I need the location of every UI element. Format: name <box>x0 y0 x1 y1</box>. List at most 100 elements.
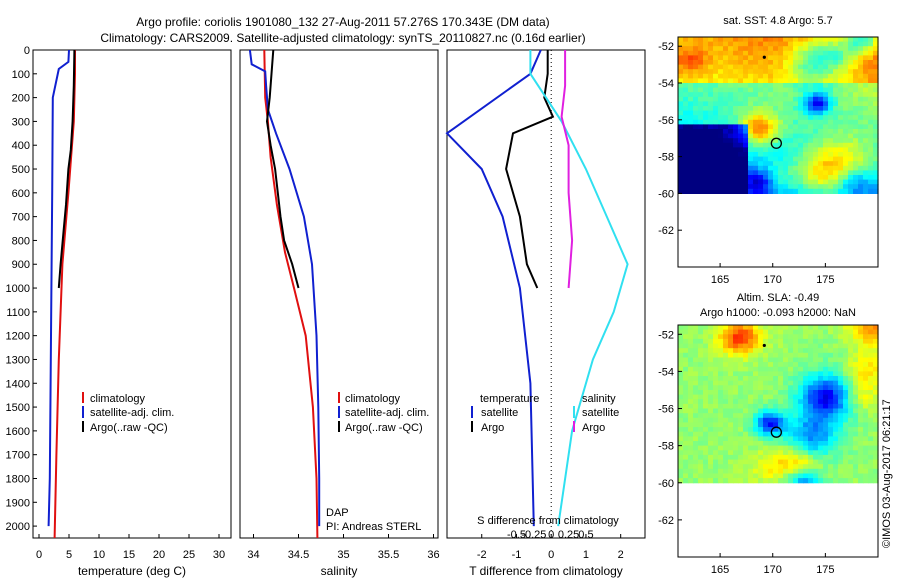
heatmap-cell <box>863 371 869 377</box>
heatmap-cell <box>793 334 799 340</box>
heatmap-cell <box>803 101 809 107</box>
heatmap-cell <box>753 366 759 372</box>
heatmap-cell <box>748 385 754 391</box>
heatmap-cell <box>873 371 879 377</box>
heatmap-cell <box>863 441 869 447</box>
heatmap-cell <box>773 110 779 116</box>
heatmap-cell <box>748 422 754 428</box>
heatmap-cell <box>848 161 854 167</box>
heatmap-cell <box>728 394 734 400</box>
heatmap-cell <box>763 69 769 75</box>
heatmap-cell <box>808 69 814 75</box>
heatmap-cell <box>738 468 744 474</box>
heatmap-cell <box>813 37 819 43</box>
heatmap-cell <box>723 73 729 79</box>
heatmap-cell <box>753 325 759 331</box>
heatmap-cell <box>703 46 709 52</box>
heatmap-cell <box>733 371 739 377</box>
heatmap-cell <box>808 41 814 47</box>
heatmap-cell <box>698 129 704 135</box>
heatmap-cell <box>858 394 864 400</box>
heatmap-cell <box>808 106 814 112</box>
heatmap-cell <box>693 385 699 391</box>
heatmap-cell <box>683 87 689 93</box>
heatmap-cell <box>738 55 744 61</box>
heatmap-cell <box>843 142 849 148</box>
heatmap-cell <box>863 399 869 405</box>
heatmap-cell <box>743 366 749 372</box>
heatmap-cell <box>803 41 809 47</box>
heatmap-cell <box>743 96 749 102</box>
heatmap-cell <box>823 179 829 185</box>
heatmap-cell <box>728 50 734 56</box>
map-y-tick-label: -56 <box>658 404 674 416</box>
heatmap-cell <box>758 147 764 153</box>
heatmap-cell <box>783 152 789 158</box>
heatmap-cell <box>778 338 784 345</box>
heatmap-cell <box>853 92 859 98</box>
heatmap-cell <box>833 459 839 465</box>
heatmap-cell <box>783 334 789 340</box>
heatmap-cell <box>713 133 719 139</box>
heatmap-cell <box>798 417 804 423</box>
heatmap-cell <box>773 441 779 447</box>
heatmap-cell <box>853 334 859 340</box>
heatmap-cell <box>818 78 824 84</box>
heatmap-cell <box>723 427 729 433</box>
heatmap-cell <box>733 124 739 130</box>
depth-tick-label: 100 <box>12 69 30 81</box>
heatmap-cell <box>818 188 824 194</box>
heatmap-cell <box>798 413 804 419</box>
heatmap-cell <box>798 362 804 368</box>
heatmap-cell <box>678 329 684 335</box>
heatmap-cell <box>843 417 849 423</box>
heatmap-cell <box>833 473 839 479</box>
heatmap-cell <box>693 96 699 102</box>
heatmap-cell <box>838 64 844 70</box>
heatmap-cell <box>808 92 814 98</box>
heatmap-cell <box>833 133 839 139</box>
heatmap-cell <box>678 152 684 158</box>
heatmap-cell <box>753 124 759 130</box>
heatmap-cell <box>813 106 819 112</box>
heatmap-cell <box>703 408 709 414</box>
heatmap-cell <box>793 441 799 447</box>
heatmap-cell <box>798 348 804 354</box>
heatmap-cell <box>858 376 864 382</box>
heatmap-cell <box>813 371 819 377</box>
heatmap-cell <box>718 73 724 79</box>
heatmap-cell <box>838 427 844 433</box>
heatmap-cell <box>823 60 829 66</box>
depth-tick-label: 1800 <box>6 473 30 485</box>
heatmap-cell <box>783 357 789 363</box>
heatmap-cell <box>813 133 819 139</box>
heatmap-cell <box>758 441 764 447</box>
heatmap-cell <box>863 170 869 176</box>
heatmap-cell <box>828 436 834 442</box>
heatmap-cell <box>753 357 759 363</box>
heatmap-cell <box>808 436 814 442</box>
heatmap-cell <box>723 124 729 130</box>
heatmap-cell <box>848 188 854 194</box>
heatmap-cell <box>868 454 874 461</box>
x-tick-label: 35.5 <box>378 549 399 561</box>
heatmap-cell <box>698 60 704 66</box>
heatmap-cell <box>798 325 804 331</box>
heatmap-cell <box>703 445 709 451</box>
heatmap-cell <box>828 468 834 474</box>
heatmap-cell <box>728 422 734 428</box>
heatmap-cell <box>703 175 709 181</box>
heatmap-cell <box>698 464 704 470</box>
heatmap-cell <box>863 459 869 465</box>
heatmap-cell <box>873 338 879 345</box>
heatmap-cell <box>803 78 809 84</box>
heatmap-cell <box>733 147 739 153</box>
heatmap-cell <box>803 408 809 414</box>
heatmap-cell <box>753 464 759 470</box>
heatmap-cell <box>838 78 844 84</box>
heatmap-cell <box>773 329 779 335</box>
heatmap-cell <box>868 348 874 354</box>
heatmap-cell <box>818 454 824 461</box>
depth-tick-label: 1900 <box>6 497 30 509</box>
heatmap-cell <box>873 96 879 102</box>
